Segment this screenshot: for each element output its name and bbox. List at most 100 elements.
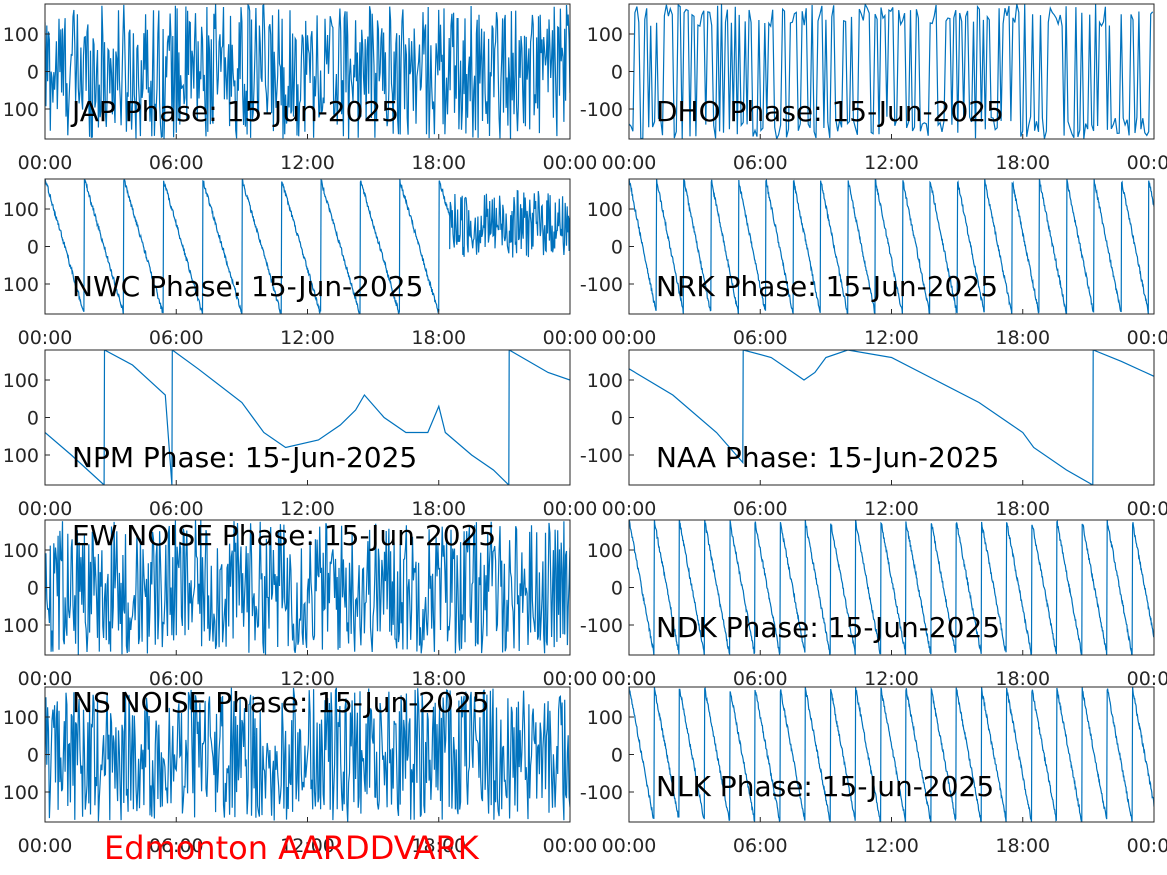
x-tick-label: 00:00 <box>1127 498 1167 520</box>
panel-title: NWC Phase: 15-Jun-2025 <box>72 270 423 303</box>
panel-title: JAP Phase: 15-Jun-2025 <box>70 95 399 128</box>
panel-5: 100 0 -100 00:00 06:00 12:00 18:00 00:00 NAA Pha… <box>580 349 1167 520</box>
x-tick-label: 18:00 <box>411 327 466 349</box>
panel-3: 100 0 -100 00:00 06:00 12:00 18:00 00:00 NRK Pha… <box>580 178 1167 349</box>
x-tick-label: 18:00 <box>995 668 1050 690</box>
y-tick-label: 100 <box>587 370 623 392</box>
series-line <box>45 687 570 822</box>
y-tick-label: 0 <box>27 578 39 600</box>
y-tick-label: 100 <box>3 99 39 121</box>
x-tick-label: 00:00 <box>602 498 657 520</box>
x-tick-label: 18:00 <box>411 668 466 690</box>
series-line <box>45 179 570 314</box>
y-tick-label: 100 <box>587 540 623 562</box>
series-line <box>629 687 1154 822</box>
y-tick-label: 0 <box>27 237 39 259</box>
x-tick-label: 00:00 <box>543 152 598 174</box>
series-line <box>629 520 1154 655</box>
x-tick-label: 06:00 <box>149 668 204 690</box>
series-line <box>629 4 1154 139</box>
series-line <box>45 350 570 485</box>
panel-title: NAA Phase: 15-Jun-2025 <box>656 441 999 474</box>
x-tick-label: 00:00 <box>1127 327 1167 349</box>
y-tick-label: 100 <box>3 274 39 296</box>
x-tick-label: 12:00 <box>864 498 919 520</box>
panel-1: 100 0 -100 00:00 06:00 12:00 18:00 00:00 DHO Pha… <box>580 3 1167 174</box>
y-tick-label: 100 <box>3 540 39 562</box>
x-tick-label: 00:00 <box>543 835 598 857</box>
x-tick-label: 00:00 <box>1127 835 1167 857</box>
x-tick-label: 00:00 <box>602 152 657 174</box>
x-tick-label: 00:00 <box>602 835 657 857</box>
x-tick-label: 06:00 <box>733 835 788 857</box>
x-tick-label: 18:00 <box>995 152 1050 174</box>
y-tick-label: 100 <box>3 707 39 729</box>
panel-4: 100 0 100 00:00 06:00 12:00 18:00 00:00 NPM Phas… <box>3 349 598 520</box>
y-tick-label: 100 <box>3 199 39 221</box>
x-tick-label: 00:00 <box>543 327 598 349</box>
y-tick-label: 0 <box>27 62 39 84</box>
x-tick-label: 06:00 <box>733 498 788 520</box>
x-tick-label: 00:00 <box>18 668 73 690</box>
panel-title: NS NOISE Phase: 15-Jun-2025 <box>72 686 490 719</box>
x-tick-label: 18:00 <box>995 835 1050 857</box>
series-line <box>629 350 1154 485</box>
y-tick-label: -100 <box>580 782 623 804</box>
x-tick-label: 00:00 <box>543 668 598 690</box>
y-tick-label: 0 <box>27 745 39 767</box>
x-tick-label: 00:00 <box>18 835 73 857</box>
y-tick-label: 100 <box>587 24 623 46</box>
x-tick-label: 00:00 <box>18 327 73 349</box>
x-tick-label: 12:00 <box>280 498 335 520</box>
x-tick-label: 06:00 <box>149 835 204 857</box>
x-tick-label: 12:00 <box>864 668 919 690</box>
y-tick-label: 0 <box>611 62 623 84</box>
x-tick-label: 12:00 <box>280 668 335 690</box>
x-tick-label: 06:00 <box>733 152 788 174</box>
x-tick-label: 00:00 <box>18 152 73 174</box>
x-tick-label: 06:00 <box>149 327 204 349</box>
x-tick-label: 00:00 <box>1127 668 1167 690</box>
panel-title: NPM Phase: 15-Jun-2025 <box>72 441 417 474</box>
y-tick-label: 100 <box>3 24 39 46</box>
panel-7: 100 0 -100 00:00 06:00 12:00 18:00 00:00 NDK Pha… <box>580 519 1167 690</box>
y-tick-label: 100 <box>587 199 623 221</box>
y-tick-label: 100 <box>3 370 39 392</box>
panel-title: NDK Phase: 15-Jun-2025 <box>656 611 1000 644</box>
x-tick-label: 00:00 <box>18 498 73 520</box>
panel-title: EW NOISE Phase: 15-Jun-2025 <box>72 519 496 552</box>
x-tick-label: 18:00 <box>411 835 466 857</box>
panel-9: 100 0 -100 00:00 06:00 12:00 18:00 00:00 NLK Pha… <box>580 686 1167 857</box>
y-tick-label: -100 <box>580 615 623 637</box>
y-tick-label: -100 <box>580 445 623 467</box>
x-tick-label: 18:00 <box>411 498 466 520</box>
y-tick-label: 100 <box>3 445 39 467</box>
x-tick-label: 12:00 <box>864 327 919 349</box>
y-tick-label: 100 <box>587 707 623 729</box>
y-tick-label: -100 <box>580 274 623 296</box>
x-tick-label: 12:00 <box>280 835 335 857</box>
x-tick-label: 06:00 <box>149 498 204 520</box>
panel-title: DHO Phase: 15-Jun-2025 <box>656 95 1004 128</box>
x-tick-label: 12:00 <box>280 327 335 349</box>
y-tick-label: 100 <box>3 615 39 637</box>
x-tick-label: 18:00 <box>995 498 1050 520</box>
y-tick-label: 0 <box>27 408 39 430</box>
panel-0: 100 0 100 00:00 06:00 12:00 18:00 00:00 JAP Phas… <box>3 3 598 174</box>
x-tick-label: 06:00 <box>149 152 204 174</box>
x-tick-label: 00:00 <box>602 327 657 349</box>
series-line <box>629 179 1154 314</box>
y-tick-label: 100 <box>3 782 39 804</box>
x-tick-label: 12:00 <box>864 835 919 857</box>
x-tick-label: 00:00 <box>1127 152 1167 174</box>
x-tick-label: 00:00 <box>543 498 598 520</box>
y-tick-label: 0 <box>611 578 623 600</box>
panel-2: 100 0 100 00:00 06:00 12:00 18:00 00:00 NWC Phas… <box>3 178 598 349</box>
x-tick-label: 06:00 <box>733 327 788 349</box>
series-line <box>45 4 570 139</box>
x-tick-label: 12:00 <box>280 152 335 174</box>
figure-footer-title: Edmonton AARDDVARK <box>104 829 479 867</box>
panel-title: NRK Phase: 15-Jun-2025 <box>656 270 998 303</box>
x-tick-label: 18:00 <box>995 327 1050 349</box>
